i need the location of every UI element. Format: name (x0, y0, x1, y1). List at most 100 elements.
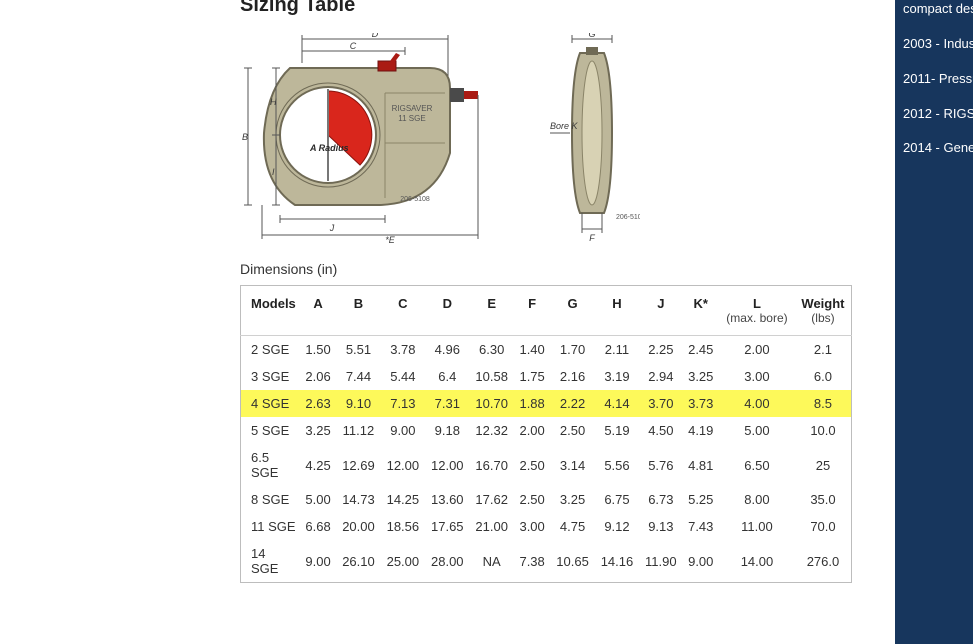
table-cell: 2.00 (514, 417, 550, 444)
table-cell: 14.16 (595, 540, 639, 583)
table-cell: 2.94 (639, 363, 682, 390)
table-cell: 8.00 (719, 486, 795, 513)
table-cell: 11.12 (336, 417, 380, 444)
table-cell: 5.00 (719, 417, 795, 444)
table-cell: 17.65 (425, 513, 469, 540)
sidebar-paragraph: 2003 - Industries the RIGSAVER Group the… (903, 35, 973, 54)
table-cell: 4.25 (300, 444, 336, 486)
table-cell: 3.73 (683, 390, 719, 417)
table-cell: 9.10 (336, 390, 380, 417)
table-cell: 14 SGE (241, 540, 300, 583)
table-cell: 10.70 (469, 390, 513, 417)
table-cell: 5.51 (336, 336, 380, 364)
table-cell: 12.69 (336, 444, 380, 486)
table-cell: 3.19 (595, 363, 639, 390)
table-cell: NA (469, 540, 513, 583)
table-cell: 7.44 (336, 363, 380, 390)
table-cell: 35.0 (795, 486, 852, 513)
table-cell: 16.70 (469, 444, 513, 486)
table-cell: 5.76 (639, 444, 682, 486)
table-cell: 6.30 (469, 336, 513, 364)
table-cell: 10.58 (469, 363, 513, 390)
svg-text:F: F (589, 233, 595, 243)
table-cell: 4.00 (719, 390, 795, 417)
table-cell: 2.11 (595, 336, 639, 364)
table-cell: 7.31 (425, 390, 469, 417)
table-cell: 11.90 (639, 540, 682, 583)
sidebar: compact design with turbo accessories ab… (895, 0, 973, 644)
table-header-cell: K* (683, 286, 719, 336)
table-cell: 4.14 (595, 390, 639, 417)
table-row: 11 SGE6.6820.0018.5617.6521.003.004.759.… (241, 513, 852, 540)
table-body: 2 SGE1.505.513.784.966.301.401.702.112.2… (241, 336, 852, 583)
table-cell: 25 (795, 444, 852, 486)
table-cell: 21.00 (469, 513, 513, 540)
svg-text:Bore K: Bore K (550, 121, 579, 131)
table-cell: 12.32 (469, 417, 513, 444)
table-cell: 9.00 (381, 417, 425, 444)
table-cell: 6.5 SGE (241, 444, 300, 486)
diagram-text-rigsaver: RIGSAVER (392, 104, 433, 113)
svg-text:J: J (329, 223, 335, 233)
table-cell: 2.1 (795, 336, 852, 364)
table-cell: 2.22 (550, 390, 594, 417)
table-header-cell: E (469, 286, 513, 336)
table-cell: 14.73 (336, 486, 380, 513)
diagram-text-model: 11 SGE (398, 114, 425, 123)
table-cell: 3 SGE (241, 363, 300, 390)
table-header-row: ModelsABCDEFGHJK*L(max. bore)Weight(lbs) (241, 286, 852, 336)
table-cell: 9.12 (595, 513, 639, 540)
table-cell: 7.38 (514, 540, 550, 583)
table-cell: 4 SGE (241, 390, 300, 417)
table-header-cell: Models (241, 286, 300, 336)
table-cell: 9.00 (300, 540, 336, 583)
table-row: 4 SGE2.639.107.137.3110.701.882.224.143.… (241, 390, 852, 417)
table-cell: 5.19 (595, 417, 639, 444)
table-row: 6.5 SGE4.2512.6912.0012.0016.702.503.145… (241, 444, 852, 486)
table-cell: 9.13 (639, 513, 682, 540)
table-cell: 2.06 (300, 363, 336, 390)
table-cell: 6.73 (639, 486, 682, 513)
table-cell: 6.68 (300, 513, 336, 540)
svg-text:G: G (588, 33, 595, 39)
table-cell: 25.00 (381, 540, 425, 583)
table-cell: 3.25 (300, 417, 336, 444)
table-cell: 1.40 (514, 336, 550, 364)
diagram-row: D C RIGSAVER (240, 33, 875, 243)
table-cell: 28.00 (425, 540, 469, 583)
table-header-cell: G (550, 286, 594, 336)
table-cell: 2 SGE (241, 336, 300, 364)
table-cell: 2.50 (514, 444, 550, 486)
table-cell: 3.14 (550, 444, 594, 486)
table-cell: 10.0 (795, 417, 852, 444)
table-header-cell: A (300, 286, 336, 336)
table-cell: 4.81 (683, 444, 719, 486)
table-cell: 6.75 (595, 486, 639, 513)
table-cell: 6.50 (719, 444, 795, 486)
table-cell: 14.25 (381, 486, 425, 513)
svg-text:D: D (372, 33, 379, 39)
table-header-cell: B (336, 286, 380, 336)
table-cell: 276.0 (795, 540, 852, 583)
table-cell: 5 SGE (241, 417, 300, 444)
table-cell: 3.70 (639, 390, 682, 417)
table-cell: 9.18 (425, 417, 469, 444)
sidebar-paragraph: 2011- Pressure brand. (903, 70, 973, 89)
table-cell: 1.75 (514, 363, 550, 390)
diagram-front: D C RIGSAVER (240, 33, 490, 243)
table-cell: 1.50 (300, 336, 336, 364)
table-row: 5 SGE3.2511.129.009.1812.322.002.505.194… (241, 417, 852, 444)
table-cell: 4.50 (639, 417, 682, 444)
table-cell: 7.43 (683, 513, 719, 540)
table-cell: 4.96 (425, 336, 469, 364)
table-cell: 14.00 (719, 540, 795, 583)
table-cell: 3.00 (514, 513, 550, 540)
sidebar-paragraph: 2012 - RIGSAVER acquisition engine posit… (903, 105, 973, 124)
table-cell: 8.5 (795, 390, 852, 417)
dimensions-label: Dimensions (in) (240, 261, 875, 277)
table-cell: 1.70 (550, 336, 594, 364)
sidebar-paragraph: 2014 - Generation improve reliability (903, 139, 973, 158)
main-content: Sizing Table D C (0, 0, 875, 644)
table-cell: 5.44 (381, 363, 425, 390)
table-cell: 11 SGE (241, 513, 300, 540)
